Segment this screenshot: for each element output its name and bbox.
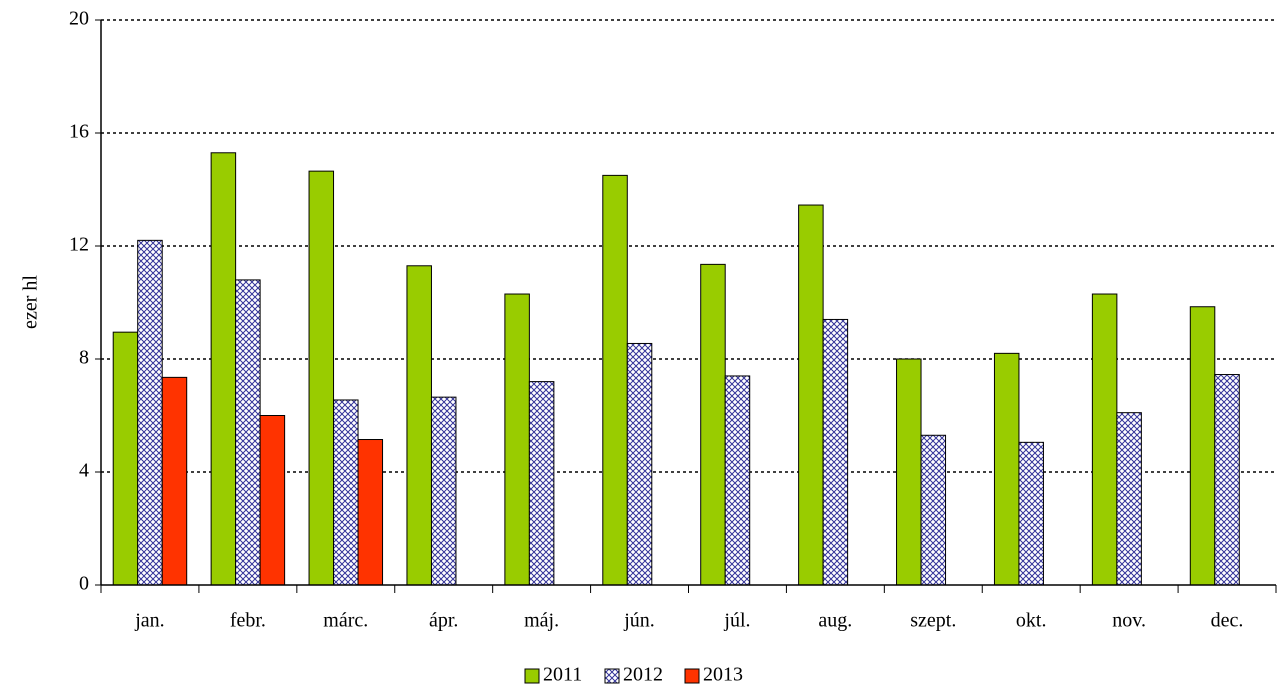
x-tick-label: márc. — [323, 610, 368, 632]
bar — [1018, 441, 1044, 586]
x-tick-label: júl. — [723, 610, 750, 632]
bar — [235, 279, 261, 586]
bar — [112, 331, 139, 586]
x-tick-label: dec. — [1211, 610, 1244, 632]
bar — [724, 375, 751, 586]
x-tick-label: febr. — [230, 610, 266, 632]
y-tick-label: 20 — [69, 8, 89, 30]
y-axis-label: ezer hl — [20, 275, 42, 329]
y-tick-label: 4 — [79, 460, 89, 482]
legend-label: 2013 — [703, 664, 743, 686]
y-tick-label: 16 — [69, 121, 89, 143]
bar — [920, 434, 947, 586]
legend-label: 2011 — [543, 664, 582, 686]
y-tick-label: 8 — [79, 347, 89, 369]
bar — [1214, 374, 1240, 586]
bar — [700, 263, 726, 586]
x-tick-label: szept. — [910, 610, 956, 632]
x-tick-label: aug. — [818, 610, 852, 632]
x-tick-label: máj. — [524, 610, 559, 632]
legend-swatch — [604, 668, 620, 684]
bar — [161, 376, 188, 586]
bar — [333, 399, 359, 586]
legend-label: 2012 — [623, 664, 663, 686]
bar — [896, 358, 922, 586]
bar — [504, 293, 530, 586]
bar — [1189, 306, 1216, 586]
x-tick-label: jan. — [134, 610, 164, 632]
x-tick-label: nov. — [1112, 610, 1146, 632]
bar — [259, 415, 286, 586]
bar — [626, 342, 653, 586]
bar — [210, 152, 237, 586]
legend-swatch — [684, 668, 700, 684]
bar — [430, 396, 457, 586]
x-tick-label: jún. — [623, 610, 655, 632]
y-tick-label: 0 — [79, 573, 89, 595]
bar — [357, 439, 384, 586]
bar — [137, 239, 163, 586]
bar — [406, 265, 432, 586]
bar — [798, 204, 824, 586]
bar — [993, 352, 1020, 586]
bar — [602, 174, 628, 586]
x-tick-label: ápr. — [429, 610, 458, 632]
bar — [528, 381, 555, 586]
x-tick-label: okt. — [1016, 610, 1047, 632]
bar — [1116, 412, 1142, 586]
legend-swatch — [524, 668, 540, 684]
bar — [822, 318, 849, 586]
y-tick-label: 12 — [69, 234, 89, 256]
bar — [1091, 293, 1118, 586]
bar — [308, 170, 335, 586]
